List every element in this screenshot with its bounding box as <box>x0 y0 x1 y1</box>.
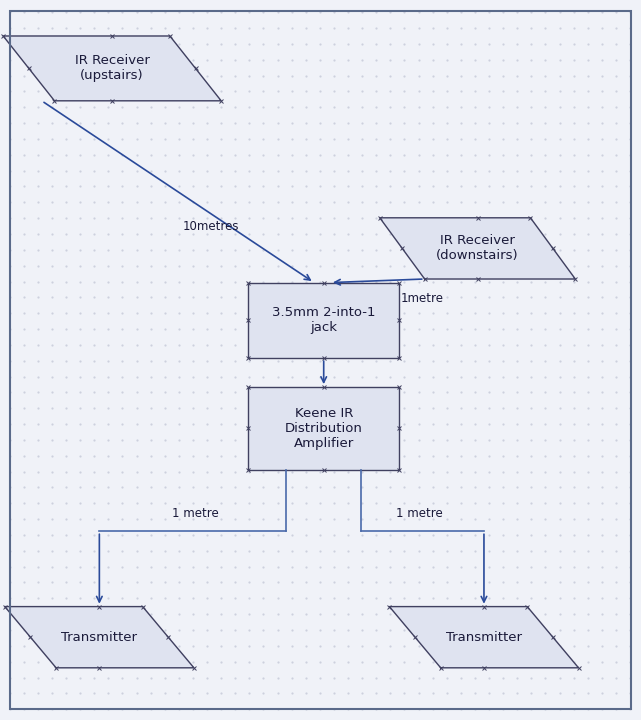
Text: Keene IR
Distribution
Amplifier: Keene IR Distribution Amplifier <box>285 407 363 450</box>
Text: 1metre: 1metre <box>401 292 444 305</box>
Text: IR Receiver
(upstairs): IR Receiver (upstairs) <box>75 55 149 82</box>
Text: 3.5mm 2-into-1
jack: 3.5mm 2-into-1 jack <box>272 307 376 334</box>
Text: Transmitter: Transmitter <box>446 631 522 644</box>
Text: IR Receiver
(downstairs): IR Receiver (downstairs) <box>437 235 519 262</box>
Polygon shape <box>3 36 221 101</box>
Text: 1 metre: 1 metre <box>397 507 443 520</box>
Polygon shape <box>379 217 576 279</box>
Bar <box>249 387 399 469</box>
Bar <box>249 282 399 358</box>
Polygon shape <box>5 606 194 668</box>
Text: Transmitter: Transmitter <box>62 631 137 644</box>
Text: 10metres: 10metres <box>183 220 239 233</box>
Polygon shape <box>389 606 579 668</box>
Text: 1 metre: 1 metre <box>172 507 219 520</box>
